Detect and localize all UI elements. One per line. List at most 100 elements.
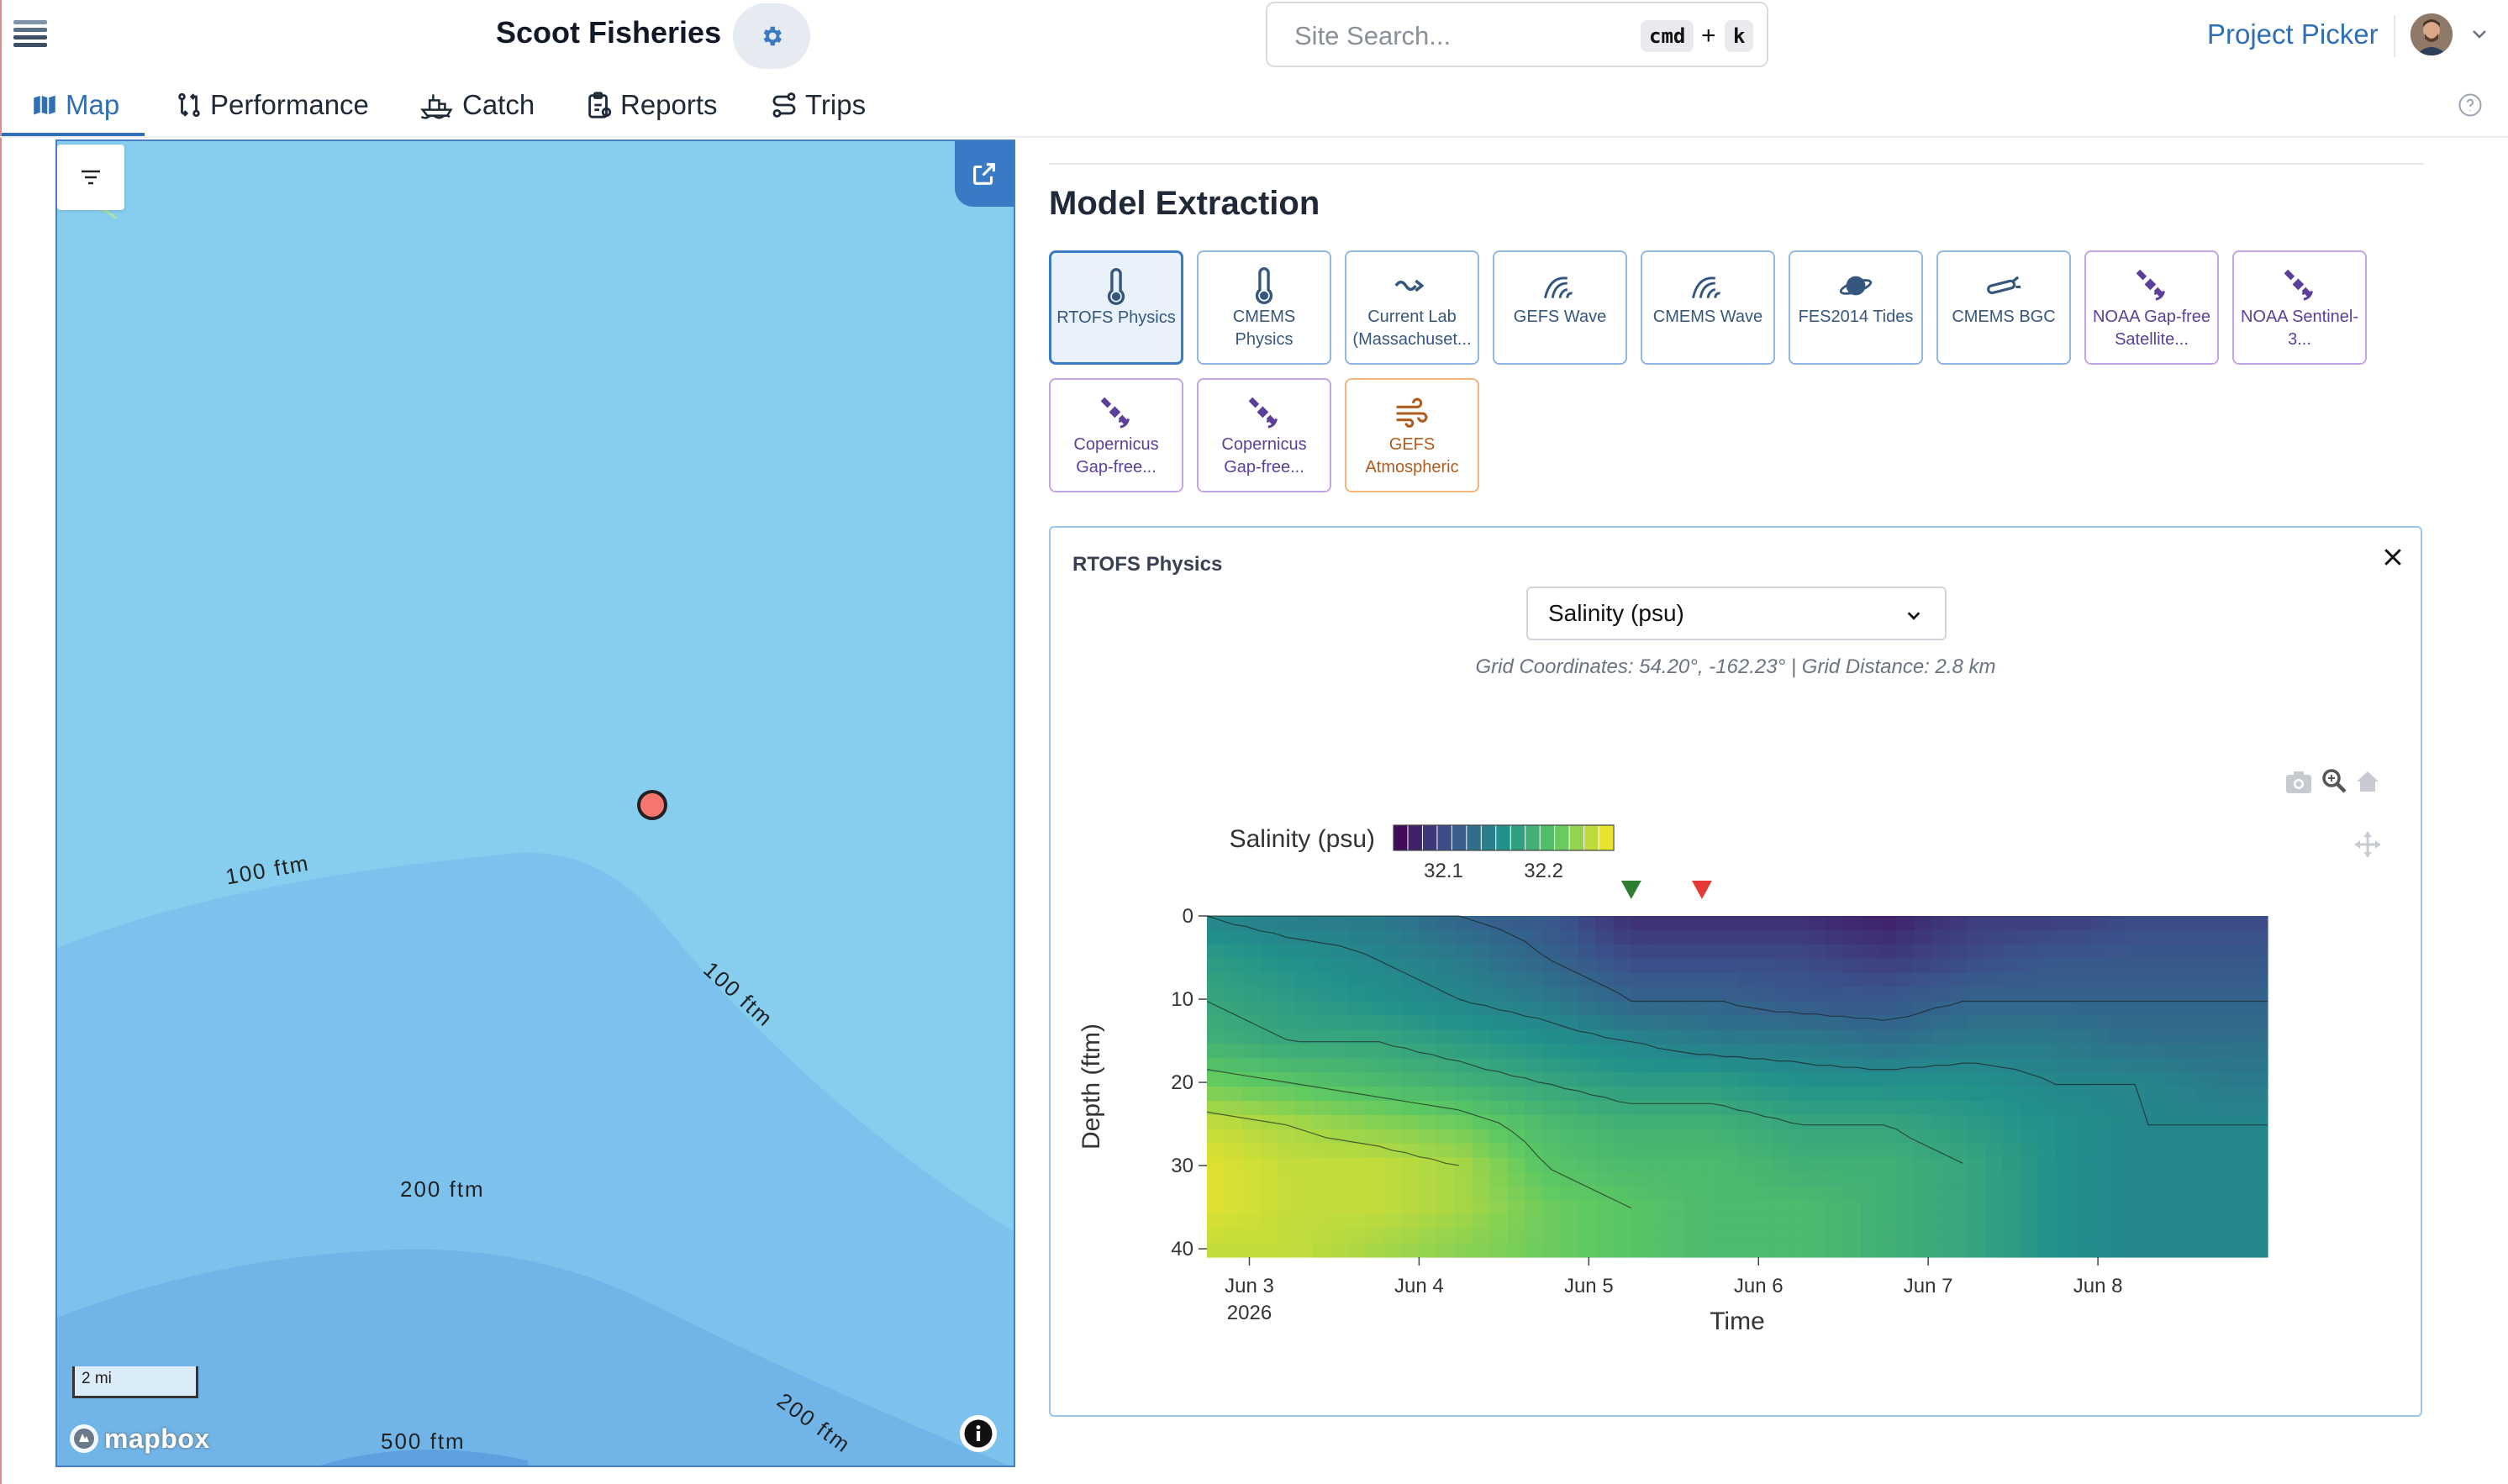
menu-icon[interactable]: [13, 17, 47, 54]
heatmap-cell: [1260, 1044, 1278, 1059]
heatmap-cell: [1631, 1044, 1650, 1059]
heatmap-cell: [2020, 1143, 2039, 1159]
tab-catch[interactable]: Catch: [420, 89, 535, 139]
camera-icon[interactable]: [2286, 771, 2311, 793]
heatmap-cell: [1472, 1143, 1491, 1159]
heatmap-cell: [1683, 1072, 1703, 1087]
heatmap-cell: [1648, 1129, 1668, 1145]
heatmap-cell: [1737, 1001, 1756, 1016]
heatmap-cell: [1242, 1072, 1261, 1087]
heatmap-cell: [1454, 1214, 1473, 1229]
heatmap-cell: [2002, 916, 2021, 931]
avatar[interactable]: [2411, 13, 2453, 55]
heatmap-cell: [1861, 987, 1879, 1002]
heatmap-cell: [1843, 1214, 1862, 1229]
tab-trips[interactable]: Trips: [770, 89, 866, 139]
project-picker-link[interactable]: Project Picker: [2207, 18, 2379, 50]
heatmap-cell: [2231, 1129, 2251, 1145]
heatmap-cell: [1542, 1200, 1562, 1215]
model-button[interactable]: Current Lab (Massachuset...: [1345, 250, 1479, 365]
heatmap-cell: [1826, 1157, 1844, 1173]
heatmap-cell: [1330, 1029, 1349, 1045]
model-button[interactable]: CMEMS Physics: [1197, 250, 1331, 365]
heatmap-cell: [1560, 1044, 1579, 1059]
heatmap-cell: [1401, 944, 1420, 960]
model-button[interactable]: NOAA Gap-free Satellite...: [2084, 250, 2219, 365]
heatmap-cell: [1401, 1058, 1420, 1073]
heatmap-cell: [1896, 1029, 1915, 1045]
model-button[interactable]: GEFS Atmospheric: [1345, 378, 1479, 492]
filter-button[interactable]: [57, 145, 124, 210]
heatmap-cell: [2143, 1072, 2163, 1087]
site-search[interactable]: cmd + k: [1266, 2, 1768, 67]
heatmap-cell: [1383, 1186, 1402, 1201]
heatmap-cell: [1401, 1087, 1420, 1102]
heatmap-cell: [1454, 1029, 1473, 1045]
help-icon[interactable]: [2458, 92, 2483, 118]
heatmap-cell: [1826, 929, 1844, 945]
map-info-button[interactable]: [960, 1415, 997, 1452]
model-button[interactable]: CMEMS BGC: [1936, 250, 2071, 365]
model-button[interactable]: Copernicus Gap-free...: [1197, 378, 1331, 492]
model-button[interactable]: Copernicus Gap-free...: [1049, 378, 1183, 492]
heatmap-cell: [1348, 1015, 1367, 1030]
heatmap-cell: [1613, 1015, 1632, 1030]
chevron-down-icon[interactable]: [2469, 24, 2490, 44]
salinity-chart[interactable]: 0 10 20 30 40 Jun 3 2026 Jun 4 Jun 5 Jun 6 Jun 7 Ju…: [1051, 755, 2421, 1410]
heatmap-cell: [1843, 987, 1862, 1002]
heatmap-cell: [2231, 1114, 2251, 1130]
heatmap-cell: [1648, 1087, 1668, 1102]
heatmap-cell: [1613, 1229, 1632, 1244]
open-external-button[interactable]: [955, 141, 1014, 207]
heatmap-cell: [1826, 1243, 1844, 1258]
heatmap-cell: [1701, 1143, 1720, 1159]
model-button[interactable]: NOAA Sentinel-3...: [2232, 250, 2367, 365]
heatmap-cell: [2143, 1143, 2163, 1159]
tab-reports[interactable]: Reports: [585, 89, 718, 139]
close-icon[interactable]: [2380, 545, 2405, 570]
heatmap-cell: [1595, 1214, 1615, 1229]
pan-icon[interactable]: [2355, 832, 2380, 857]
heatmap-cell: [1419, 958, 1437, 974]
heatmap-cell: [1595, 1058, 1615, 1073]
heatmap-cell: [1595, 1229, 1615, 1244]
settings-button[interactable]: [733, 3, 810, 69]
search-input[interactable]: [1293, 18, 1615, 54]
tab-map[interactable]: Map: [30, 89, 119, 139]
heatmap-cell: [1366, 1157, 1384, 1173]
heatmap-cell: [1419, 1044, 1437, 1059]
heatmap-cell: [2055, 987, 2074, 1002]
heatmap-cell: [1755, 1114, 1773, 1130]
heatmap-cell: [2179, 1058, 2198, 1073]
heatmap-cell: [1542, 1087, 1562, 1102]
model-button[interactable]: CMEMS Wave: [1641, 250, 1775, 365]
heatmap-cell: [1207, 1100, 1225, 1116]
heatmap-cell: [1701, 958, 1720, 974]
model-button-label: CMEMS Wave: [1652, 308, 1763, 326]
heatmap-cell: [1914, 1143, 1932, 1159]
heatmap-cell: [1348, 972, 1367, 988]
zoom-icon[interactable]: [2322, 769, 2347, 793]
heatmap-cell: [2143, 1229, 2163, 1244]
tab-performance[interactable]: Performance: [175, 89, 369, 139]
model-button[interactable]: FES2014 Tides: [1789, 250, 1923, 365]
model-button[interactable]: GEFS Wave: [1493, 250, 1627, 365]
heatmap-cell: [1666, 1001, 1685, 1016]
home-icon[interactable]: [2357, 771, 2379, 792]
heatmap-cell: [1755, 1214, 1773, 1229]
variable-select[interactable]: Salinity (psu): [1526, 587, 1947, 640]
model-detail-card: RTOFS Physics Salinity (psu) Grid Coordi…: [1049, 526, 2422, 1417]
heatmap-cell: [1366, 916, 1384, 931]
heatmap-cell: [2161, 1058, 2180, 1073]
map-panel[interactable]: 100 ftm 100 ftm 200 ftm 200 ftm 500 ftm …: [55, 139, 1015, 1467]
heatmap-cell: [1790, 987, 1809, 1002]
thermometer-icon: [1252, 266, 1276, 306]
heatmap-cell: [2161, 1157, 2180, 1173]
heatmap-cell: [1967, 972, 1985, 988]
heatmap-cell: [1242, 1243, 1261, 1258]
location-marker[interactable]: [637, 790, 667, 820]
heatmap-cell: [1525, 1029, 1544, 1045]
heatmap-cell: [1454, 1087, 1473, 1102]
model-button[interactable]: RTOFS Physics: [1049, 250, 1183, 365]
